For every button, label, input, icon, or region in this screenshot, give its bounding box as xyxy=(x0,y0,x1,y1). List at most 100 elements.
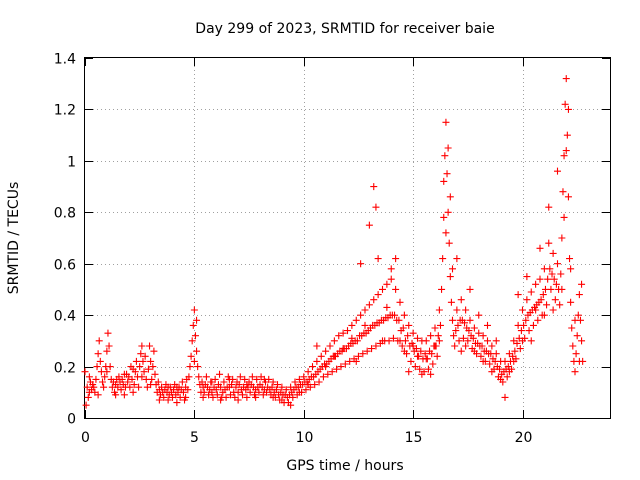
data-point xyxy=(144,365,152,373)
data-point xyxy=(422,337,430,345)
data-point xyxy=(447,298,455,306)
data-point xyxy=(453,255,461,263)
data-point xyxy=(304,381,312,389)
data-point xyxy=(466,285,474,293)
data-point xyxy=(544,275,552,283)
y-tick-label: 1 xyxy=(67,155,76,171)
data-point xyxy=(470,324,478,332)
data-point xyxy=(195,373,203,381)
data-point xyxy=(392,255,400,263)
data-point xyxy=(562,75,570,83)
data-point xyxy=(132,357,140,365)
data-point xyxy=(101,373,109,381)
data-point xyxy=(387,275,395,283)
data-point xyxy=(496,365,504,373)
data-point xyxy=(488,368,496,376)
data-point xyxy=(440,177,448,185)
y-tick-label: 0.2 xyxy=(54,361,76,377)
data-point xyxy=(268,383,276,391)
data-point xyxy=(385,337,393,345)
data-point xyxy=(147,381,155,389)
data-point xyxy=(217,396,225,404)
data-point xyxy=(278,396,286,404)
data-point xyxy=(452,327,460,335)
data-point xyxy=(138,342,146,350)
data-point xyxy=(191,332,199,340)
data-point xyxy=(517,327,525,335)
data-point xyxy=(289,393,297,401)
data-point xyxy=(217,383,225,391)
data-point xyxy=(146,342,154,350)
data-point xyxy=(395,316,403,324)
data-point xyxy=(558,234,566,242)
data-point xyxy=(404,332,412,340)
data-point xyxy=(344,327,351,335)
data-point xyxy=(95,337,103,345)
data-point xyxy=(130,381,138,389)
data-point xyxy=(567,265,575,273)
data-point xyxy=(431,342,439,350)
data-point xyxy=(379,337,386,345)
data-point xyxy=(104,329,112,337)
data-point xyxy=(523,273,531,281)
data-point xyxy=(324,370,332,378)
data-point xyxy=(346,357,354,365)
data-point xyxy=(337,363,345,371)
data-point xyxy=(147,357,155,365)
data-point xyxy=(547,285,555,293)
data-point xyxy=(274,381,281,389)
data-point xyxy=(470,347,478,355)
data-point xyxy=(313,357,321,365)
data-point xyxy=(546,265,554,273)
data-point xyxy=(103,347,111,355)
data-point xyxy=(529,321,537,329)
data-point xyxy=(120,391,128,399)
data-point xyxy=(220,378,228,386)
data-point xyxy=(520,321,528,329)
data-point xyxy=(497,375,505,383)
data-point xyxy=(557,270,565,278)
data-point xyxy=(540,311,548,319)
data-point xyxy=(414,352,421,360)
data-point xyxy=(243,381,251,389)
data-point xyxy=(446,193,454,201)
data-point xyxy=(514,291,522,299)
data-point xyxy=(479,332,487,340)
data-point xyxy=(322,347,330,355)
data-point xyxy=(151,370,159,378)
data-point xyxy=(361,321,369,329)
data-point xyxy=(411,363,419,371)
data-point xyxy=(568,324,576,332)
data-point xyxy=(193,347,201,355)
data-point xyxy=(94,391,102,399)
data-point xyxy=(269,393,277,401)
data-point xyxy=(417,347,425,355)
data-point xyxy=(137,350,145,358)
data-point xyxy=(164,383,172,391)
data-point xyxy=(96,357,104,365)
data-point xyxy=(184,386,192,394)
data-point xyxy=(185,373,193,381)
data-point xyxy=(513,339,521,347)
data-point xyxy=(575,357,583,365)
data-point xyxy=(106,363,114,371)
y-tick-label: 0 xyxy=(67,412,76,428)
data-point xyxy=(545,239,553,247)
data-point xyxy=(534,316,542,324)
data-point xyxy=(295,388,303,396)
y-tick-label: 0.8 xyxy=(54,206,76,222)
x-axis-label: GPS time / hours xyxy=(286,458,403,474)
data-point xyxy=(569,342,577,350)
data-point xyxy=(365,301,373,309)
data-point xyxy=(374,255,382,263)
data-point xyxy=(179,388,187,396)
data-point xyxy=(478,342,486,350)
data-point xyxy=(444,144,452,152)
data-point xyxy=(455,337,463,345)
data-point xyxy=(398,342,406,350)
data-point xyxy=(352,357,360,365)
data-point xyxy=(353,337,361,345)
data-point xyxy=(422,355,430,363)
data-point xyxy=(449,265,456,273)
data-point xyxy=(560,213,568,221)
